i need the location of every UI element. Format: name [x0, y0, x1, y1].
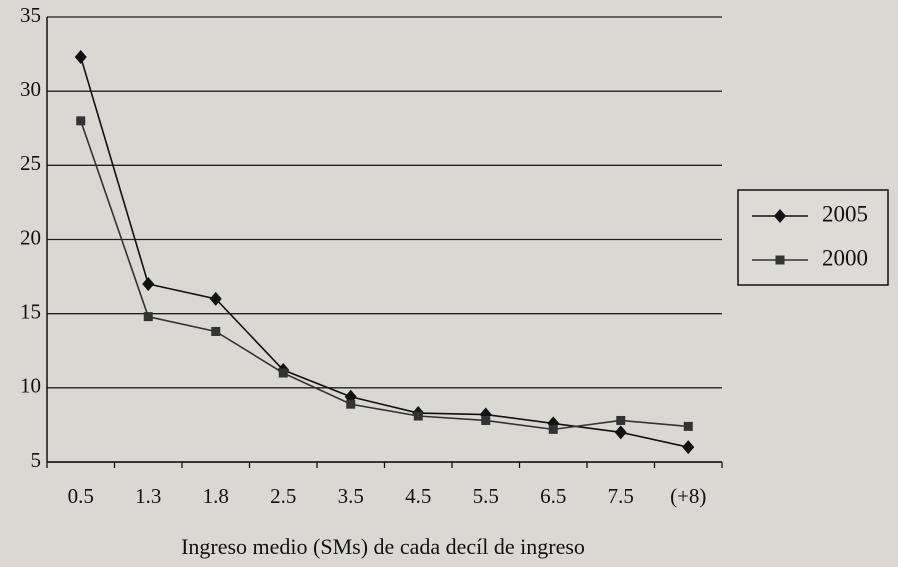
- y-tick-label: 30: [20, 77, 41, 101]
- marker: [413, 411, 423, 421]
- x-tick-label: 5.5: [473, 484, 499, 508]
- marker: [142, 277, 155, 291]
- x-tick-label: 1.8: [203, 484, 229, 508]
- marker: [614, 425, 627, 440]
- marker: [143, 312, 153, 322]
- x-tick-label: 7.5: [608, 484, 634, 508]
- series-line: [79, 120, 689, 431]
- y-tick-label: 5: [31, 448, 42, 472]
- marker: [346, 399, 356, 409]
- y-tick-label: 25: [20, 151, 41, 175]
- x-tick-label: 3.5: [338, 484, 364, 508]
- marker: [683, 421, 693, 431]
- marker: [278, 368, 288, 378]
- x-tick-label: 6.5: [540, 484, 566, 508]
- y-tick-label: 15: [20, 299, 41, 323]
- marker: [682, 440, 695, 455]
- marker: [775, 255, 785, 265]
- marker: [209, 291, 222, 306]
- marker: [481, 415, 491, 425]
- marker: [616, 415, 626, 425]
- legend-label: 2005: [822, 201, 868, 226]
- y-tick-label: 35: [20, 3, 41, 27]
- marker: [211, 326, 221, 336]
- x-tick-label: 4.5: [405, 484, 431, 508]
- marker: [774, 209, 786, 223]
- marker: [76, 116, 86, 126]
- y-tick-label: 20: [20, 225, 41, 249]
- legend-box: [737, 189, 889, 286]
- x-axis-title: Ingreso medio (SMs) de cada decíl de ing…: [181, 534, 585, 559]
- series-line: [79, 56, 689, 448]
- marker: [548, 424, 558, 434]
- x-tick-label: 2.5: [270, 484, 296, 508]
- y-tick-label: 10: [20, 374, 41, 398]
- marker: [74, 50, 87, 65]
- x-tick-label: 1.3: [135, 484, 161, 508]
- legend-label: 2000: [822, 245, 868, 270]
- x-tick-label: (+8): [670, 484, 706, 508]
- x-tick-label: 0.5: [68, 484, 94, 508]
